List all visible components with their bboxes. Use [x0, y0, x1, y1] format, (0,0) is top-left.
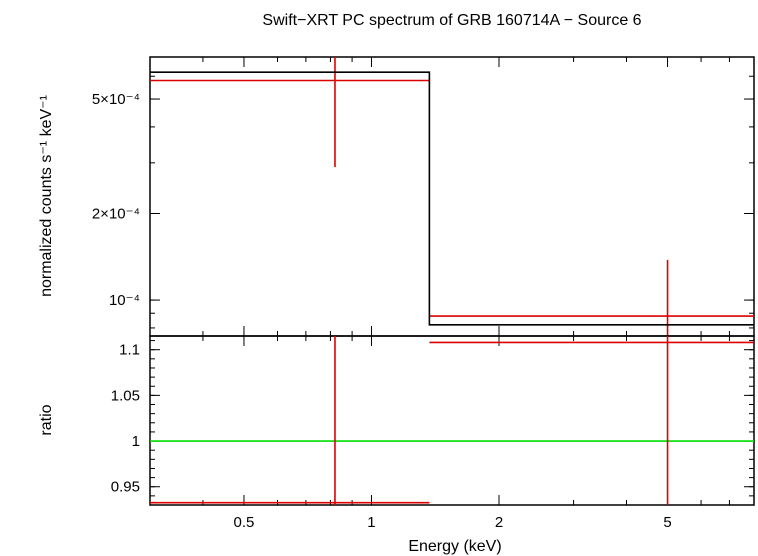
x-axis-label: Energy (keV) — [408, 538, 501, 555]
y-tick-label: 1 — [132, 433, 140, 450]
x-tick-label: 2 — [495, 514, 503, 531]
x-tick-label: 0.5 — [234, 514, 255, 531]
panel-frame-0 — [149, 56, 755, 337]
x-tick-label: 1 — [367, 514, 375, 531]
panel-frame-1 — [149, 335, 755, 506]
y-tick-label: 1.05 — [111, 387, 140, 404]
top-panel-y-axis-label: normalized counts s⁻¹ keV⁻¹ — [38, 95, 55, 297]
y-tick-label: 0.95 — [111, 479, 140, 496]
y-tick-label: 1.1 — [119, 342, 140, 359]
y-tick-label: 10⁻⁴ — [109, 292, 140, 309]
y-tick-label: 2×10⁻⁴ — [92, 205, 140, 222]
chart-title: Swift−XRT PC spectrum of GRB 160714A − S… — [262, 12, 641, 29]
model-step-line — [150, 71, 754, 326]
x-tick-label: 5 — [663, 514, 671, 531]
y-tick-label: 5×10⁻⁴ — [92, 91, 140, 108]
ratio-panel-y-axis-label: ratio — [38, 404, 55, 435]
